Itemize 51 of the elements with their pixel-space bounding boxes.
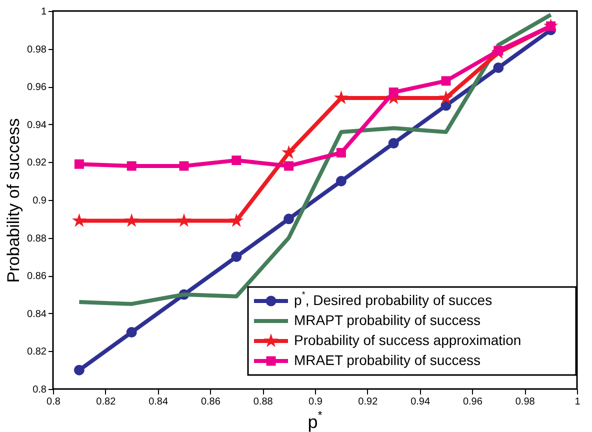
x-tick-label: 1 xyxy=(574,396,581,408)
x-tick-label: 0.86 xyxy=(200,396,221,408)
y-tick-label: 0.86 xyxy=(27,271,47,282)
x-tick-label: 0.84 xyxy=(148,396,168,408)
point xyxy=(126,161,136,171)
point xyxy=(284,214,294,224)
point xyxy=(74,159,84,169)
y-tick-label: 0.98 xyxy=(27,44,47,56)
point xyxy=(72,213,86,227)
point xyxy=(336,148,346,158)
point xyxy=(179,161,189,171)
point xyxy=(336,176,346,186)
point xyxy=(441,76,451,86)
legend-label: MRAET probability of success xyxy=(294,352,480,368)
point xyxy=(74,364,84,376)
x-tick-label: 0.88 xyxy=(253,396,274,408)
legend-label: p*, Desired probability of succes xyxy=(294,290,492,308)
x-tick-label: 0.96 xyxy=(462,396,483,408)
point xyxy=(388,88,398,98)
point xyxy=(126,327,137,338)
x-tick-label: 0.94 xyxy=(410,396,430,408)
line-series xyxy=(77,12,553,306)
y-tick-label: 0.88 xyxy=(27,233,47,244)
x-tick-label: 0.92 xyxy=(358,396,378,408)
point xyxy=(284,161,294,171)
x-axis-title: p* xyxy=(308,408,323,432)
y-tick-label: 0.84 xyxy=(27,308,47,320)
x-tick-label: 0.8 xyxy=(46,396,61,408)
legend-label: Probability of success approximation xyxy=(294,332,522,348)
y-tick-label: 0.92 xyxy=(27,158,47,169)
point xyxy=(334,90,348,104)
y-tick-label: 0.82 xyxy=(27,346,47,358)
y-tick-label: 1 xyxy=(40,6,47,18)
y-tick-label: 0.9 xyxy=(32,196,47,206)
point xyxy=(282,145,296,159)
x-tick-label: 0.9 xyxy=(308,396,323,408)
legend-label: MRAPT probability of success xyxy=(294,312,480,328)
y-axis-title: Probability of success xyxy=(4,118,24,283)
x-tick-label: 0.98 xyxy=(515,396,536,408)
y-tick-label: 0.8 xyxy=(32,384,47,396)
point xyxy=(232,156,242,166)
y-tick-label: 0.94 xyxy=(27,120,47,131)
point xyxy=(124,213,139,227)
point xyxy=(231,251,242,262)
point xyxy=(176,213,192,227)
x-tick-label: 0.82 xyxy=(96,396,116,408)
point xyxy=(438,90,454,104)
point xyxy=(388,138,399,149)
point xyxy=(493,62,504,73)
point xyxy=(229,213,244,227)
y-tick-label: 0.96 xyxy=(27,82,47,94)
